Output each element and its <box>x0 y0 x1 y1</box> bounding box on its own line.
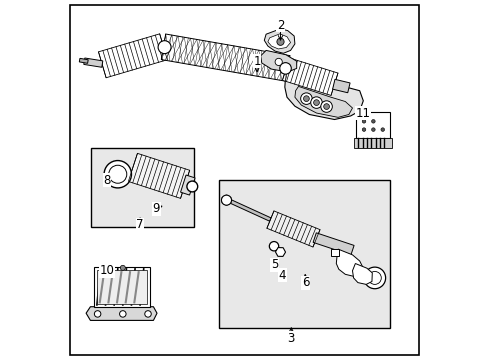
Circle shape <box>362 120 365 123</box>
Polygon shape <box>294 86 352 117</box>
Polygon shape <box>284 69 363 120</box>
Polygon shape <box>332 79 349 93</box>
Circle shape <box>120 311 126 317</box>
Bar <box>219 180 389 328</box>
Circle shape <box>300 93 311 104</box>
Bar <box>94 267 149 307</box>
Polygon shape <box>260 50 296 72</box>
Circle shape <box>320 101 332 112</box>
Polygon shape <box>98 34 167 78</box>
Polygon shape <box>282 58 337 95</box>
Text: 10: 10 <box>100 264 114 277</box>
Text: 6: 6 <box>301 276 309 289</box>
Circle shape <box>367 271 381 284</box>
Polygon shape <box>180 175 195 195</box>
Polygon shape <box>224 197 271 221</box>
Circle shape <box>158 41 171 54</box>
Circle shape <box>144 311 151 317</box>
Circle shape <box>313 100 319 105</box>
Bar <box>91 148 194 227</box>
Text: 1: 1 <box>253 55 260 68</box>
Circle shape <box>323 104 329 109</box>
Circle shape <box>276 38 284 45</box>
Circle shape <box>371 120 374 123</box>
Text: 11: 11 <box>355 107 370 120</box>
Circle shape <box>310 97 322 108</box>
Bar <box>330 249 338 256</box>
Bar <box>97 270 146 304</box>
Circle shape <box>380 128 384 131</box>
Text: 9: 9 <box>152 202 160 215</box>
Bar <box>354 138 391 148</box>
Circle shape <box>363 267 385 289</box>
Circle shape <box>275 58 282 66</box>
Circle shape <box>279 63 291 74</box>
Polygon shape <box>128 153 189 198</box>
Text: 8: 8 <box>103 174 110 186</box>
Circle shape <box>108 165 126 183</box>
Circle shape <box>221 195 231 205</box>
Circle shape <box>303 96 309 102</box>
Polygon shape <box>267 34 290 49</box>
Circle shape <box>371 128 374 131</box>
Circle shape <box>269 242 278 251</box>
Polygon shape <box>336 249 363 276</box>
Polygon shape <box>79 58 88 63</box>
Polygon shape <box>352 264 371 284</box>
Polygon shape <box>266 211 319 247</box>
Circle shape <box>186 181 197 192</box>
Polygon shape <box>264 29 294 53</box>
Circle shape <box>120 265 125 270</box>
Text: 2: 2 <box>276 19 284 32</box>
Polygon shape <box>86 307 157 320</box>
Polygon shape <box>83 58 102 67</box>
Text: 7: 7 <box>136 219 143 231</box>
Circle shape <box>104 161 131 188</box>
Circle shape <box>362 128 365 131</box>
Bar <box>355 112 389 138</box>
Circle shape <box>94 311 101 317</box>
Text: 4: 4 <box>278 269 285 282</box>
Polygon shape <box>312 233 353 255</box>
Polygon shape <box>161 34 289 81</box>
Text: 5: 5 <box>270 258 278 271</box>
Text: 3: 3 <box>287 332 294 345</box>
